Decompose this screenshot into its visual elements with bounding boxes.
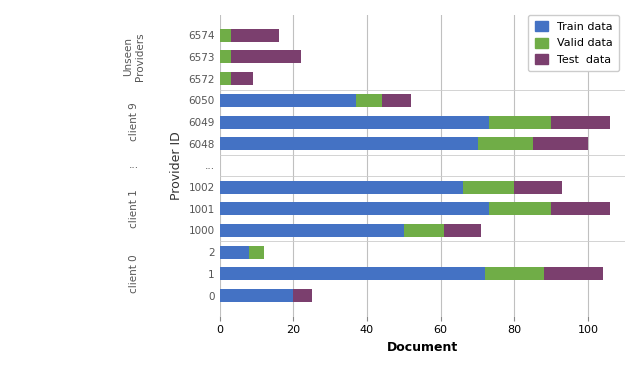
Bar [220, 268, 485, 280]
Bar [463, 180, 515, 194]
Text: client 1: client 1 [129, 189, 140, 228]
Bar [220, 29, 230, 42]
Bar [551, 115, 611, 128]
Y-axis label: Provider ID: Provider ID [170, 131, 182, 200]
Bar [230, 51, 301, 63]
Bar [220, 289, 293, 302]
Bar [381, 94, 412, 107]
Bar [356, 94, 381, 107]
Text: client 9: client 9 [129, 103, 140, 141]
Bar [230, 72, 253, 85]
Text: Unseen
Providers: Unseen Providers [124, 33, 145, 81]
Bar [488, 202, 551, 215]
Bar [515, 180, 563, 194]
Bar [477, 137, 533, 150]
Bar [551, 202, 611, 215]
Bar [485, 268, 544, 280]
Bar [220, 51, 230, 63]
Bar [220, 202, 488, 215]
Bar [220, 180, 463, 194]
Text: ...: ... [129, 161, 140, 170]
Bar [220, 115, 488, 128]
Bar [220, 246, 249, 259]
Legend: Train data, Valid data, Test  data: Train data, Valid data, Test data [528, 15, 620, 72]
Bar [533, 137, 588, 150]
Bar [488, 115, 551, 128]
Bar [220, 224, 404, 237]
Bar [220, 94, 356, 107]
Text: client 0: client 0 [129, 255, 140, 293]
Bar [220, 72, 230, 85]
Bar [220, 137, 477, 150]
Bar [230, 29, 278, 42]
Bar [444, 224, 481, 237]
Bar [249, 246, 264, 259]
Bar [293, 289, 312, 302]
X-axis label: Document: Document [387, 341, 458, 354]
Bar [404, 224, 444, 237]
Bar [544, 268, 603, 280]
